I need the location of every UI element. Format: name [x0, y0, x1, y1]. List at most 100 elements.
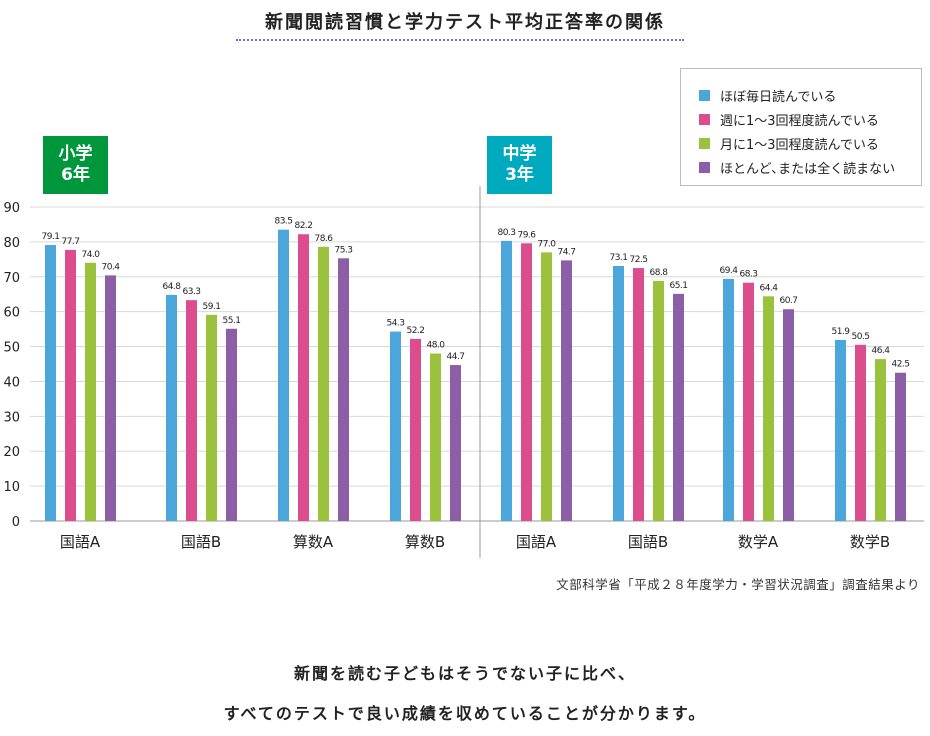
legend-label: ほぼ毎日読んでいる — [720, 89, 837, 105]
bar — [875, 359, 886, 521]
data-label: 64.8 — [162, 282, 181, 292]
legend-item: ほとんど､または全く読まない — [699, 155, 921, 179]
bar — [278, 229, 289, 521]
bar — [318, 246, 329, 522]
data-label: 72.5 — [629, 255, 647, 265]
data-label: 52.2 — [406, 326, 424, 336]
summary-message-line1: 新聞を読む子どもはそうでない子に比べ、 — [293, 664, 636, 683]
data-label: 48.0 — [426, 341, 445, 351]
data-label: 79.1 — [41, 232, 59, 242]
legend-item: ほぼ毎日読んでいる — [699, 83, 921, 107]
data-label: 73.1 — [609, 253, 627, 263]
data-label: 83.5 — [274, 217, 292, 227]
data-label: 63.3 — [182, 287, 200, 297]
y-tick-label: 50 — [3, 341, 20, 356]
source-note: 文部科学省「平成２８年度学力・学習状況調査」調査結果より — [556, 577, 920, 592]
legend-swatch — [699, 113, 710, 125]
data-label: 74.0 — [81, 250, 100, 260]
bar — [763, 296, 774, 521]
bar — [298, 234, 309, 522]
x-tick-label: 国語A — [516, 533, 557, 551]
data-label: 64.4 — [759, 283, 778, 293]
bar — [338, 258, 349, 521]
y-tick-label: 20 — [3, 445, 20, 460]
bar — [450, 365, 461, 521]
bar — [501, 240, 512, 521]
bar — [521, 243, 532, 522]
bar — [613, 265, 624, 521]
chart-title: 新聞閲読習慣と学力テスト平均正答率の関係 — [265, 12, 665, 33]
data-label: 54.3 — [386, 319, 404, 329]
bar — [85, 262, 96, 521]
data-label: 60.7 — [779, 296, 797, 306]
y-tick-label: 10 — [3, 480, 20, 495]
bar — [855, 344, 866, 521]
legend-swatch — [699, 161, 710, 173]
chart-legend: ほぼ毎日読んでいる 週に1～3回程度読んでいる 月に1～3回程度読んでいる ほと… — [680, 68, 922, 186]
data-label: 65.1 — [669, 281, 687, 291]
bar — [743, 282, 754, 521]
data-label: 82.2 — [294, 221, 312, 231]
data-label: 55.1 — [222, 316, 240, 326]
group-badge-middle: 中学 3年 — [487, 136, 552, 194]
bar — [783, 309, 794, 521]
data-label: 46.4 — [871, 346, 890, 356]
group-badge-elementary-line1: 小学 — [58, 144, 93, 164]
legend-label: 月に1～3回程度読んでいる — [720, 137, 879, 153]
bar — [430, 353, 441, 521]
data-label: 51.9 — [831, 327, 850, 337]
y-tick-label: 0 — [12, 515, 20, 530]
group-badge-middle-line2: 3年 — [505, 165, 534, 185]
data-label: 75.3 — [334, 245, 352, 255]
bar — [105, 275, 116, 521]
bar — [206, 314, 217, 521]
y-tick-label: 40 — [3, 375, 20, 390]
data-label: 68.3 — [739, 270, 757, 280]
bar — [673, 293, 684, 521]
legend-item: 週に1～3回程度読んでいる — [699, 107, 921, 131]
group-badge-middle-line1: 中学 — [502, 144, 537, 164]
bar — [723, 278, 734, 521]
y-tick-label: 90 — [3, 201, 20, 216]
x-tick-label: 国語B — [628, 533, 668, 551]
data-label: 68.8 — [649, 268, 668, 278]
bar — [835, 339, 846, 521]
bar — [166, 294, 177, 521]
data-label: 79.6 — [517, 230, 536, 240]
y-tick-label: 30 — [3, 410, 20, 425]
data-label: 77.7 — [61, 237, 79, 247]
bar — [65, 249, 76, 521]
data-label: 70.4 — [101, 262, 120, 272]
x-tick-label: 算数B — [405, 533, 445, 551]
summary-message-line2: すべてのテストで良い成績を収めていることが分かります。 — [223, 704, 707, 723]
group-badge-elementary-line2: 6年 — [61, 165, 90, 185]
data-label: 50.5 — [851, 332, 869, 342]
legend-label: 週に1～3回程度読んでいる — [720, 113, 879, 129]
data-label: 78.6 — [314, 234, 333, 244]
bar — [541, 252, 552, 521]
bar — [390, 331, 401, 521]
bar — [633, 268, 644, 521]
bar — [653, 280, 664, 521]
data-label: 44.7 — [446, 352, 464, 362]
title-underline — [236, 39, 684, 41]
legend-swatch — [699, 137, 710, 149]
legend-label: ほとんど､または全く読まない — [720, 161, 896, 177]
x-tick-label: 数学B — [850, 533, 890, 551]
data-label: 80.3 — [497, 228, 515, 238]
bar — [186, 300, 197, 521]
data-label: 69.4 — [719, 266, 738, 276]
x-tick-label: 国語A — [60, 533, 101, 551]
y-tick-label: 60 — [3, 306, 20, 321]
data-label: 59.1 — [202, 302, 220, 312]
data-label: 77.0 — [537, 239, 556, 249]
bar — [561, 260, 572, 521]
data-label: 42.5 — [891, 360, 909, 370]
legend-item: 月に1～3回程度読んでいる — [699, 131, 921, 155]
x-tick-label: 算数A — [293, 533, 334, 551]
y-tick-label: 80 — [3, 236, 20, 251]
legend-swatch — [699, 89, 710, 101]
bar — [410, 338, 421, 521]
x-tick-label: 国語B — [181, 533, 221, 551]
